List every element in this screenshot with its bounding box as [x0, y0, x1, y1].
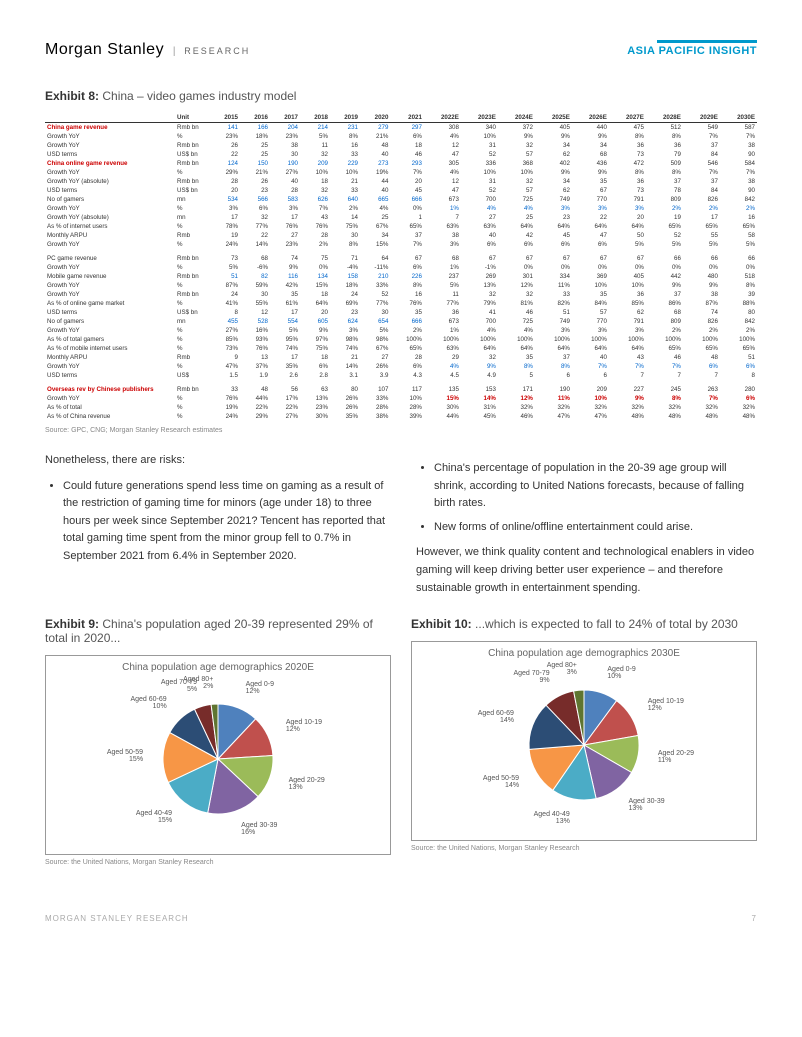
table-row: USD termsUS$ bn8121720233035364146515762…: [45, 308, 757, 317]
table-row: Growth YoY%76%44%17%13%26%33%10%15%14%12…: [45, 394, 757, 403]
table-row: Growth YoY%27%16%5%9%3%5%2%1%4%4%3%3%3%2…: [45, 326, 757, 335]
exhibit10-num: Exhibit 10:: [411, 617, 472, 631]
list-item: New forms of online/offline entertainmen…: [434, 519, 757, 537]
table-row: USD termsUS$ bn2225303233404647525762687…: [45, 150, 757, 159]
table-row: Growth YoY%47%37%35%6%14%26%6%4%9%8%8%7%…: [45, 362, 757, 371]
table-row: Growth YoYRmb bn243035182452161132323335…: [45, 290, 757, 299]
pie-label: Aged 40-4913%: [534, 811, 570, 825]
pie-label: Aged 60-6910%: [130, 696, 166, 710]
pie-label: Aged 40-4915%: [136, 810, 172, 824]
list-item: Could future generations spend less time…: [63, 478, 386, 566]
exhibit9-source: Source: the United Nations, Morgan Stanl…: [45, 859, 391, 866]
exhibit9-col: Exhibit 9: China's population aged 20-39…: [45, 617, 391, 884]
insight-label: ASIA PACIFIC INSIGHT: [627, 45, 757, 57]
page-footer: MORGAN STANLEY RESEARCH 7: [45, 914, 757, 923]
exhibit10-title: Exhibit 10: ...which is expected to fall…: [411, 617, 757, 631]
pie-label: Aged 30-3913%: [628, 798, 664, 812]
table-row: China game revenueRmb bn1411662042142312…: [45, 123, 757, 133]
list-item: China's percentage of population in the …: [434, 460, 757, 513]
pie-label: Aged 70-799%: [513, 670, 549, 684]
page-header: Morgan Stanley | RESEARCH ASIA PACIFIC I…: [45, 40, 757, 59]
table-row: Monthly ARPURmb9131718212728293235374043…: [45, 353, 757, 362]
pie-label: Aged 60-6914%: [478, 710, 514, 724]
exhibit8-table: Unit20152016201720182019202020212022E202…: [45, 113, 757, 421]
table-row: No of gamersmn45552855460562465466667370…: [45, 317, 757, 326]
exhibit10-text: ...which is expected to fall to 24% of t…: [475, 617, 738, 631]
table-row: As % of online game market%41%55%61%64%6…: [45, 299, 757, 308]
table-row: Growth YoY%29%21%27%10%10%19%7%4%10%10%9…: [45, 168, 757, 177]
body-col-right: China's percentage of population in the …: [416, 452, 757, 597]
research-label: RESEARCH: [184, 46, 250, 56]
table-row: As % of China revenue%24%29%27%30%35%38%…: [45, 412, 757, 421]
pie-svg: [158, 699, 278, 819]
exhibit8-source: Source: GPC, CNG; Morgan Stanley Researc…: [45, 427, 757, 434]
pie-label: Aged 20-2911%: [658, 750, 694, 764]
pie-label: Aged 50-5915%: [107, 749, 143, 763]
table-row: Overseas rev by Chinese publishersRmb bn…: [45, 385, 757, 394]
table-row: No of gamersmn53456658362664066566667370…: [45, 195, 757, 204]
table-row: USD termsUS$1.51.92.62.83.13.94.34.54.95…: [45, 371, 757, 380]
closing-text: However, we think quality content and te…: [416, 544, 757, 597]
table-row: Growth YoY (absolute)Rmb bn2826401821442…: [45, 177, 757, 186]
body-col-left: Nonetheless, there are risks: Could futu…: [45, 452, 386, 597]
footer-page: 7: [752, 914, 757, 923]
table-row: Growth YoY%24%14%23%2%8%15%7%3%6%6%6%6%5…: [45, 240, 757, 249]
table-body: China game revenueRmb bn1411662042142312…: [45, 123, 757, 422]
table-row: China online game revenueRmb bn124150190…: [45, 159, 757, 168]
table-row: Growth YoY%3%6%3%7%2%4%0%1%4%4%3%3%3%2%2…: [45, 204, 757, 213]
table-row: Growth YoYRmb bn262538111648181231323434…: [45, 141, 757, 150]
pie-2030: China population age demographics 2030E …: [411, 641, 757, 841]
chart-row: Exhibit 9: China's population aged 20-39…: [45, 617, 757, 884]
table-row: USD termsUS$ bn2023283233404547525762677…: [45, 186, 757, 195]
logo: Morgan Stanley: [45, 41, 164, 58]
table-row: As % of total gamers%85%93%95%97%98%98%1…: [45, 335, 757, 344]
exhibit10-col: Exhibit 10: ...which is expected to fall…: [411, 617, 757, 884]
chart-title-2030: China population age demographics 2030E: [412, 648, 756, 659]
pie-label: Aged 30-3916%: [241, 822, 277, 836]
pie-svg: [524, 685, 644, 805]
table-row: Mobile game revenueRmb bn518211613415821…: [45, 272, 757, 281]
chart-title-2020: China population age demographics 2020E: [46, 662, 390, 673]
exhibit10-source: Source: the United Nations, Morgan Stanl…: [411, 845, 757, 852]
table-row: PC game revenueRmb bn7368747571646768676…: [45, 254, 757, 263]
table-header-row: Unit20152016201720182019202020212022E202…: [45, 113, 757, 123]
pie-label: Aged 10-1912%: [286, 719, 322, 733]
exhibit9-title: Exhibit 9: China's population aged 20-39…: [45, 617, 391, 645]
table-row: Growth YoY%23%18%23%5%8%21%6%4%10%9%9%9%…: [45, 132, 757, 141]
table-row: Growth YoY%87%59%42%15%18%33%8%5%13%12%1…: [45, 281, 757, 290]
insight-block: ASIA PACIFIC INSIGHT: [627, 40, 757, 57]
pie-label: Aged 80+3%: [547, 662, 577, 676]
pie-label: Aged 50-5914%: [483, 775, 519, 789]
logo-block: Morgan Stanley | RESEARCH: [45, 41, 250, 59]
footer-left: MORGAN STANLEY RESEARCH: [45, 914, 189, 923]
bullets-left: Could future generations spend less time…: [45, 478, 386, 566]
exhibit8-num: Exhibit 8:: [45, 89, 99, 103]
pie-2020: China population age demographics 2020E …: [45, 655, 391, 855]
body-two-col: Nonetheless, there are risks: Could futu…: [45, 452, 757, 597]
exhibit9-num: Exhibit 9:: [45, 617, 99, 631]
table-row: Growth YoY%5%-6%9%0%-4%-11%6%1%-1%0%0%0%…: [45, 263, 757, 272]
pie-label: Aged 80+2%: [183, 676, 213, 690]
insight-bar: [657, 40, 757, 43]
logo-separator: |: [173, 46, 176, 57]
exhibit8-title: Exhibit 8: China – video games industry …: [45, 89, 757, 103]
table-row: As % of mobile internet users%73%76%74%7…: [45, 344, 757, 353]
exhibit8-table-wrap: Unit20152016201720182019202020212022E202…: [45, 113, 757, 421]
pie-label: Aged 0-910%: [607, 666, 635, 680]
exhibit8-text: China – video games industry model: [102, 89, 296, 103]
pie-label: Aged 0-912%: [246, 681, 274, 695]
table-row: As % of total%19%22%22%23%26%28%28%30%31…: [45, 403, 757, 412]
pie-label: Aged 10-1912%: [648, 698, 684, 712]
table-row: As % of internet users%78%77%76%76%75%67…: [45, 222, 757, 231]
pie-label: Aged 20-2913%: [289, 777, 325, 791]
bullets-right: China's percentage of population in the …: [416, 460, 757, 536]
table-row: Monthly ARPURmb1922272830343738404245475…: [45, 231, 757, 240]
intro-text: Nonetheless, there are risks:: [45, 452, 386, 470]
table-row: Growth YoY (absolute)mn17321743142517272…: [45, 213, 757, 222]
